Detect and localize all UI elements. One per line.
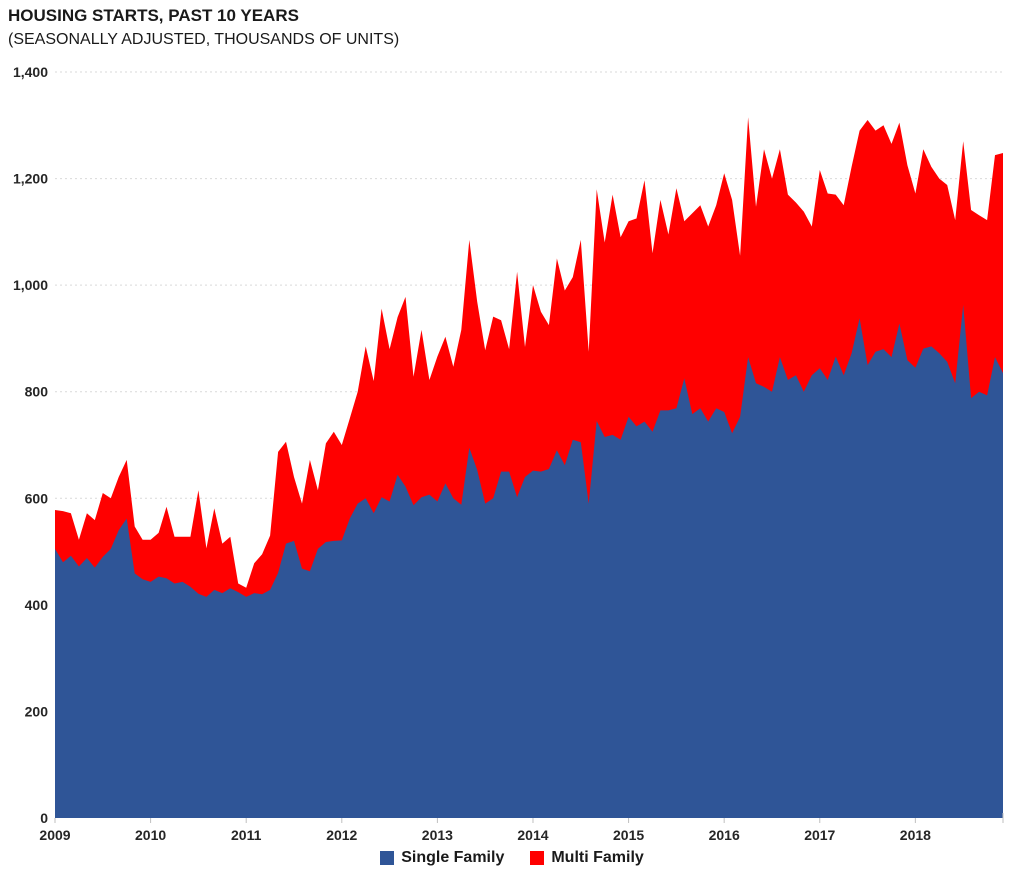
chart-title: HOUSING STARTS, PAST 10 YEARS [8,6,299,25]
x-axis-label-2017: 2017 [804,827,835,843]
y-axis-label-800: 800 [25,384,49,400]
x-axis-label-2014: 2014 [517,827,548,843]
single-family-area [55,304,1003,818]
x-axis-label-2016: 2016 [709,827,740,843]
x-axis-label-2018: 2018 [900,827,931,843]
legend-item-single-family: Single Family [380,849,504,867]
single-family-swatch-icon [380,851,395,865]
y-axis-label-1,400: 1,400 [13,64,48,80]
x-axis-label-2013: 2013 [422,827,453,843]
x-axis-label-2012: 2012 [326,827,357,843]
chart-subtitle: (SEASONALLY ADJUSTED, THOUSANDS OF UNITS… [8,31,400,48]
y-axis-label-400: 400 [25,597,49,613]
multi-family-legend-label: Multi Family [551,849,644,866]
y-axis-label-1,200: 1,200 [13,171,48,187]
x-axis-label-2011: 2011 [231,827,262,843]
legend-item-multi-family: Multi Family [530,849,644,867]
multi-family-swatch-icon [530,851,545,865]
x-axis-label-2015: 2015 [613,827,644,843]
x-axis-label-2009: 2009 [39,827,70,843]
y-axis-label-0: 0 [40,810,48,826]
legend: Single Family Multi Family [0,849,1024,867]
single-family-legend-label: Single Family [401,849,505,866]
y-axis-label-600: 600 [25,490,49,506]
x-axis-label-2010: 2010 [135,827,166,843]
y-axis-label-1,000: 1,000 [13,277,48,293]
y-axis-label-200: 200 [25,703,49,719]
